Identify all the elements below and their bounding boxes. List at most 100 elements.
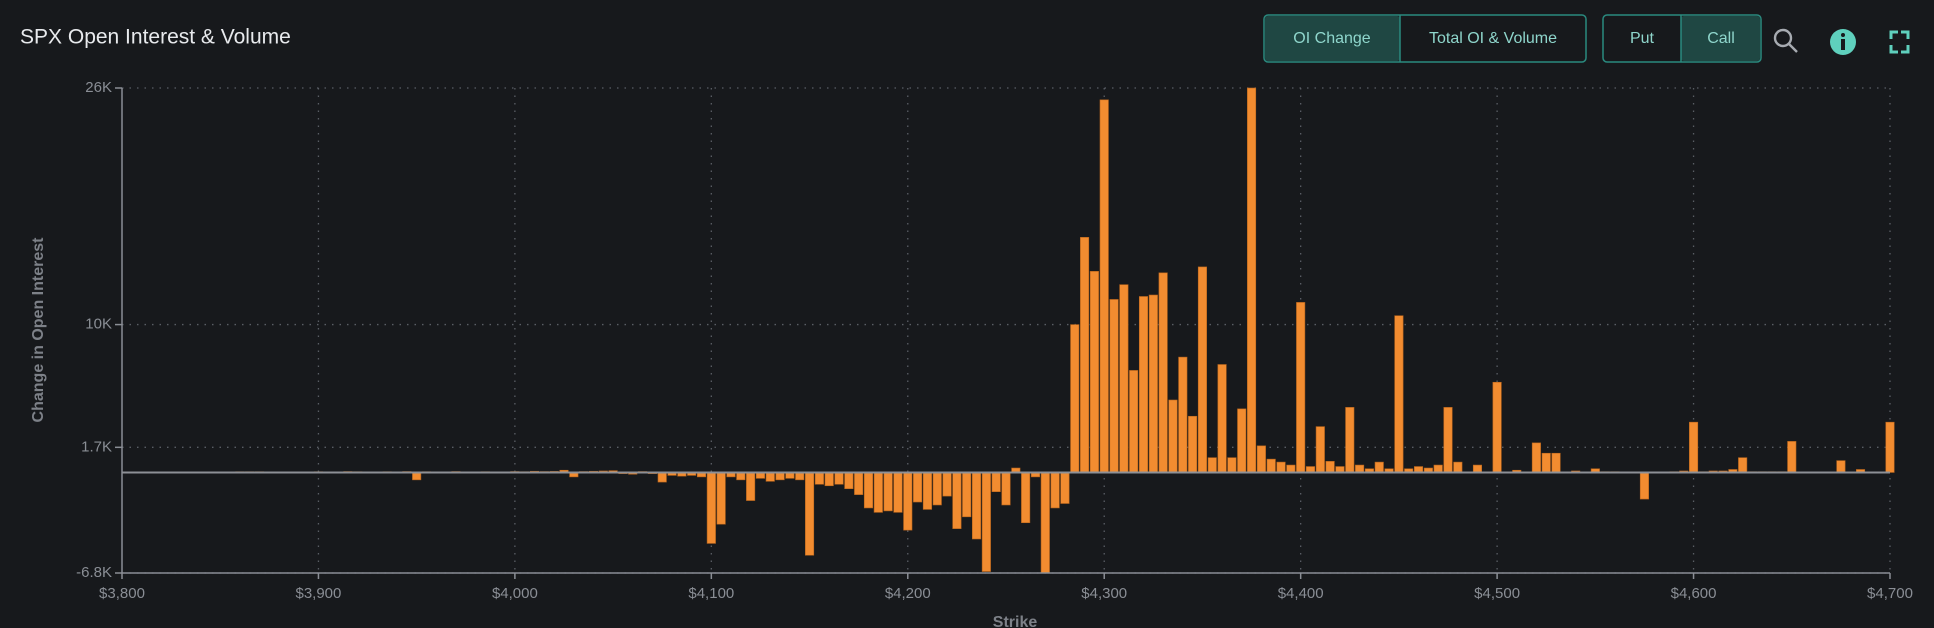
bar bbox=[1787, 441, 1797, 473]
bar bbox=[1109, 299, 1119, 473]
bar bbox=[1247, 87, 1257, 473]
bar bbox=[1551, 452, 1561, 473]
bar bbox=[716, 472, 726, 525]
bar bbox=[1286, 464, 1296, 473]
bar bbox=[1178, 356, 1188, 473]
bar bbox=[903, 472, 913, 531]
bar bbox=[824, 472, 834, 487]
bar bbox=[1060, 472, 1070, 504]
bar bbox=[1689, 421, 1699, 473]
total-oi-button[interactable]: Total OI & Volume bbox=[1429, 30, 1557, 47]
active-button[interactable] bbox=[1265, 16, 1400, 61]
bar bbox=[1001, 472, 1011, 506]
bar bbox=[922, 472, 932, 510]
bar bbox=[883, 472, 893, 512]
bar bbox=[1021, 472, 1031, 524]
bar bbox=[981, 472, 991, 572]
x-tick-label: $4,600 bbox=[1671, 585, 1717, 602]
x-tick-label: $4,200 bbox=[885, 585, 931, 602]
bar bbox=[1453, 461, 1463, 473]
bar bbox=[412, 472, 422, 481]
y-tick-label: 1.7K bbox=[81, 438, 112, 455]
bar bbox=[795, 472, 805, 481]
x-tick-label: $3,800 bbox=[99, 585, 145, 602]
bar bbox=[1296, 302, 1306, 473]
bar bbox=[1325, 461, 1335, 473]
bar bbox=[932, 472, 942, 506]
x-tick-label: $4,000 bbox=[492, 585, 538, 602]
bar bbox=[1315, 426, 1325, 473]
bar bbox=[1256, 445, 1266, 473]
bar bbox=[854, 472, 864, 495]
bar bbox=[1355, 464, 1365, 473]
bar bbox=[1531, 442, 1541, 473]
bar bbox=[814, 472, 824, 485]
bar bbox=[1227, 457, 1237, 473]
bar bbox=[1080, 237, 1090, 473]
bar bbox=[1345, 407, 1355, 473]
bar bbox=[1089, 271, 1099, 473]
bar bbox=[962, 472, 972, 518]
oi-change-button[interactable]: OI Change bbox=[1293, 30, 1370, 47]
bar bbox=[1050, 472, 1060, 509]
y-tick-label: 10K bbox=[85, 316, 112, 333]
bar bbox=[1040, 472, 1050, 574]
bar bbox=[1148, 294, 1158, 473]
bar bbox=[706, 472, 716, 544]
bar bbox=[873, 472, 883, 513]
bar bbox=[1443, 407, 1453, 473]
y-tick-label: 26K bbox=[85, 79, 112, 96]
fullscreen-icon[interactable] bbox=[1889, 30, 1910, 54]
bar bbox=[736, 472, 746, 481]
bar bbox=[1738, 457, 1748, 473]
zoom-icon[interactable] bbox=[1773, 28, 1798, 53]
put-button[interactable]: Put bbox=[1630, 30, 1655, 47]
bar bbox=[893, 472, 903, 513]
bar bbox=[1266, 458, 1276, 473]
bar bbox=[1433, 464, 1443, 473]
bar bbox=[991, 472, 1001, 492]
bar bbox=[805, 472, 815, 556]
bar bbox=[844, 472, 854, 490]
bar bbox=[834, 472, 844, 485]
call-button[interactable]: Call bbox=[1707, 30, 1735, 47]
bar bbox=[746, 472, 756, 501]
bar bbox=[657, 472, 667, 483]
bar bbox=[1158, 272, 1168, 473]
bar bbox=[1639, 472, 1649, 500]
bar bbox=[1188, 415, 1198, 473]
bar bbox=[1394, 315, 1404, 473]
x-tick-label: $4,300 bbox=[1081, 585, 1127, 602]
info-icon[interactable] bbox=[1830, 29, 1856, 55]
bar bbox=[972, 472, 982, 540]
bar bbox=[1276, 461, 1286, 473]
view-toggle: OI Change Total OI & Volume bbox=[1263, 14, 1587, 63]
x-axis-title: Strike bbox=[993, 614, 1038, 628]
chart-title: SPX Open Interest & Volume bbox=[20, 26, 291, 49]
active-button[interactable] bbox=[1681, 16, 1760, 61]
x-tick-label: $4,700 bbox=[1867, 585, 1913, 602]
bar bbox=[765, 472, 775, 482]
y-axis-title: Change in Open Interest bbox=[30, 237, 47, 423]
bar bbox=[1885, 421, 1895, 473]
x-tick-label: $4,500 bbox=[1474, 585, 1520, 602]
side-toggle: Put Call bbox=[1602, 14, 1762, 63]
bar bbox=[1099, 99, 1109, 473]
x-tick-label: $3,900 bbox=[295, 585, 341, 602]
bar bbox=[1070, 324, 1080, 473]
bar bbox=[913, 472, 923, 503]
axes: -6.8K 1.7K 10K 26K $3,800 $3,900 $4,000 $4,100 $… bbox=[76, 79, 1913, 602]
bar bbox=[1207, 457, 1217, 473]
y-tick-label: -6.8K bbox=[76, 564, 112, 581]
bar bbox=[775, 472, 785, 481]
bar bbox=[1237, 408, 1247, 473]
bar bbox=[1197, 266, 1207, 473]
bar bbox=[1541, 452, 1551, 473]
x-tick-label: $4,100 bbox=[688, 585, 734, 602]
bar bbox=[1138, 296, 1149, 473]
bar bbox=[1472, 464, 1482, 473]
bar bbox=[1129, 370, 1139, 473]
bar bbox=[1836, 460, 1846, 473]
